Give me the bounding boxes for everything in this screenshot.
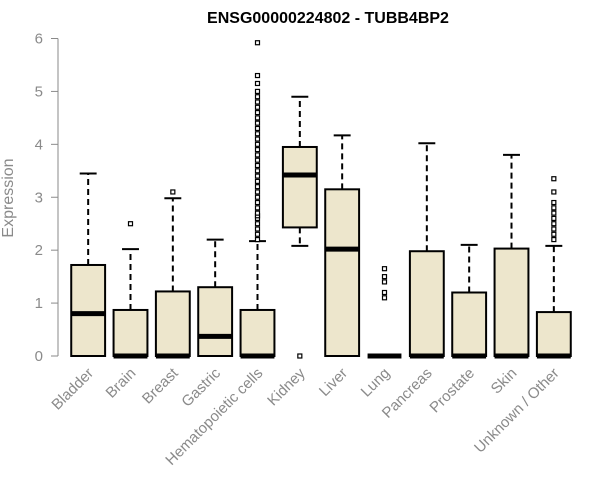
chart-title: ENSG00000224802 - TUBB4BP2 [207, 10, 449, 27]
y-tick-label: 6 [35, 31, 43, 48]
outlier-point [254, 141, 261, 147]
box-body [493, 247, 530, 357]
outlier-point [254, 189, 261, 195]
outlier-point [381, 295, 388, 301]
outlier-point [254, 199, 261, 206]
outlier-point [254, 109, 261, 116]
box-body [112, 308, 149, 357]
outlier-point [254, 178, 261, 184]
y-tick-label: 2 [35, 242, 43, 259]
y-axis-title: Expression [0, 158, 17, 237]
outlier-point [254, 104, 261, 110]
box-brain [112, 221, 149, 359]
outlier-point [551, 221, 557, 227]
outlier-point [254, 184, 261, 190]
box-breast [154, 189, 191, 359]
outlier-point [254, 210, 261, 216]
outlier-point [551, 199, 557, 206]
outlier-point [254, 94, 261, 100]
x-tick-label: Breast [139, 364, 182, 407]
outlier-point [254, 88, 261, 95]
outlier-point [254, 72, 261, 79]
box-kidney [281, 95, 318, 359]
outlier-point [551, 236, 557, 243]
box-body [281, 145, 318, 229]
plot-area [70, 40, 572, 359]
outlier-point [254, 115, 261, 121]
outlier-point [254, 157, 261, 163]
box-body [239, 308, 276, 357]
box-body [408, 250, 445, 358]
x-tick-label: Bladder [48, 365, 97, 414]
outlier-point [254, 152, 261, 158]
outlier-point [381, 274, 388, 280]
box-body [197, 286, 234, 358]
y-tick-label: 5 [35, 83, 43, 100]
outlier-point [254, 236, 261, 243]
outlier-point [254, 162, 261, 169]
outlier-point [551, 231, 557, 237]
box-body [70, 263, 107, 358]
box-gastric [197, 238, 234, 358]
outlier-point [254, 99, 261, 105]
outlier-point [254, 205, 261, 211]
outlier-point [551, 189, 557, 195]
box-skin [493, 153, 530, 359]
outlier-point [551, 176, 557, 182]
box-body [451, 291, 488, 357]
box-body [535, 311, 572, 357]
outlier-point [254, 194, 261, 200]
outlier-point [254, 147, 261, 153]
outlier-point [551, 215, 557, 222]
outlier-point [170, 189, 176, 195]
outlier-point [551, 210, 557, 216]
box-hematopoietic-cells [239, 40, 276, 359]
box-body [324, 188, 361, 357]
x-tick-label: Liver [316, 365, 351, 400]
box-unknown-other [535, 176, 572, 359]
outlier-point [254, 136, 261, 142]
box-pancreas [408, 142, 445, 359]
x-tick-label: Kidney [264, 364, 309, 409]
y-tick-label: 1 [35, 295, 43, 312]
x-tick-label: Prostate [426, 365, 478, 417]
outlier-point [297, 353, 303, 359]
box-bladder [70, 172, 107, 358]
outlier-point [381, 289, 388, 296]
x-tick-label: Skin [488, 365, 521, 398]
outlier-point [254, 120, 261, 126]
outlier-point [381, 266, 388, 272]
y-tick-label: 0 [35, 348, 43, 365]
outlier-point [127, 221, 134, 227]
outlier-point [551, 226, 557, 232]
outlier-point [254, 168, 261, 174]
y-axis: 0 1 2 3 4 5 6 [35, 31, 59, 365]
outlier-point [254, 231, 261, 237]
outlier-point [254, 221, 261, 227]
x-tick-label: Lung [358, 365, 394, 401]
outlier-point [254, 173, 261, 179]
box-prostate [451, 243, 488, 359]
outlier-point [551, 205, 557, 211]
box-body [154, 290, 191, 358]
x-tick-label: Brain [103, 365, 140, 402]
outlier-point [254, 125, 261, 132]
outlier-point [254, 131, 261, 137]
outlier-point [254, 80, 261, 87]
outlier-point [254, 226, 261, 232]
outlier-point [254, 40, 261, 46]
y-tick-label: 3 [35, 189, 43, 206]
y-tick-label: 4 [35, 136, 43, 153]
outlier-point [381, 279, 388, 285]
box-lung [367, 266, 402, 359]
box-liver [324, 134, 361, 357]
